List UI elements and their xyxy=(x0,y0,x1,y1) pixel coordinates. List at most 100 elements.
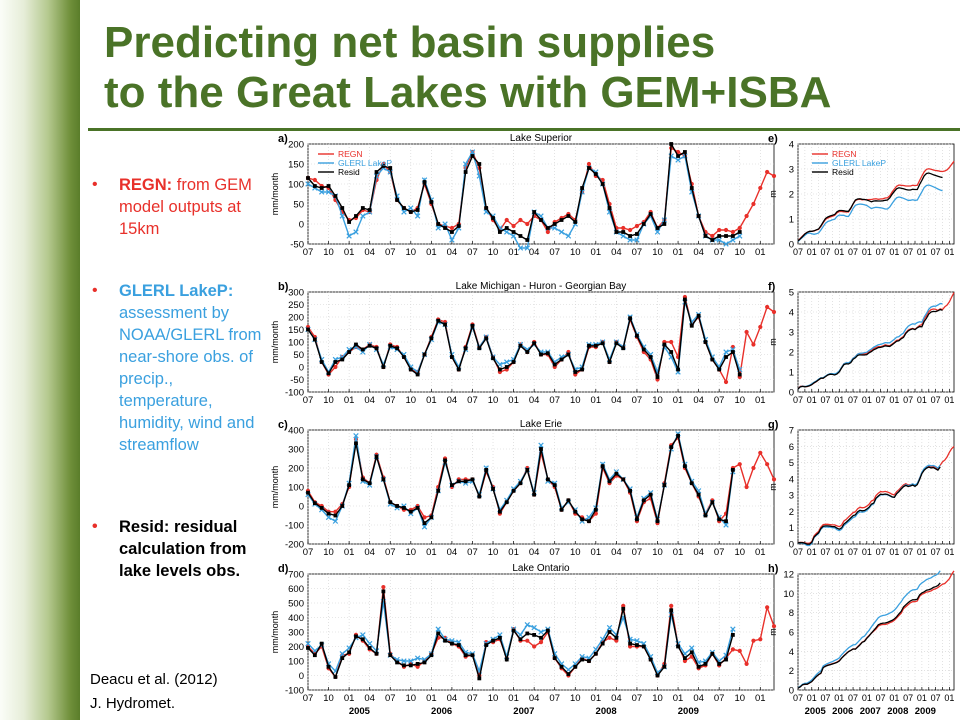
x-tick-label: 07 xyxy=(385,693,396,704)
bullet-dot-icon: • xyxy=(92,282,98,299)
y-axis-label: mm/month xyxy=(270,466,280,509)
x-tick-label: 07 xyxy=(714,547,725,558)
resid-marker xyxy=(559,357,564,362)
resid-marker xyxy=(381,164,386,168)
resid-marker xyxy=(360,206,365,210)
glerl-marker xyxy=(565,233,572,239)
regn-marker xyxy=(525,638,530,643)
x-tick-label: 10 xyxy=(734,247,745,258)
resid-marker xyxy=(374,454,379,459)
y-tick-label: 50 xyxy=(293,200,304,211)
regn-marker xyxy=(525,221,530,227)
panel-label: a) xyxy=(278,133,288,145)
x-tick-label: 04 xyxy=(364,395,375,406)
glerl-marker xyxy=(723,349,729,355)
x-tick-label: 04 xyxy=(447,693,458,704)
year-label: 2008 xyxy=(596,706,617,717)
x-tick-label: 07 xyxy=(714,395,725,406)
y-axis-label: mm/month xyxy=(270,321,280,364)
resid-marker xyxy=(730,350,735,354)
y-tick-label: -100 xyxy=(285,521,304,532)
bullet-resid: • Resid: residual calculation from lake … xyxy=(92,516,267,582)
y-tick-label: 200 xyxy=(288,464,304,475)
regn-marker xyxy=(669,339,674,345)
y-tick-label: 2 xyxy=(789,507,794,518)
resid-marker xyxy=(710,238,715,242)
x-tick-label: 07 xyxy=(632,395,643,406)
x-tick-label: 07 xyxy=(714,247,725,258)
resid-marker xyxy=(326,664,331,669)
resid-marker xyxy=(470,154,475,158)
regn-marker xyxy=(730,647,735,652)
x-tick-label: 07 xyxy=(931,247,941,257)
resid-marker xyxy=(600,182,605,186)
glerl-marker xyxy=(730,626,736,632)
glerl-marker xyxy=(634,237,640,243)
glerl-marker xyxy=(538,629,544,635)
x-tick-label: 01 xyxy=(917,693,927,703)
resid-marker xyxy=(381,477,386,482)
x-tick-label: 01 xyxy=(673,247,684,258)
resid-marker xyxy=(456,224,461,228)
resid-marker xyxy=(312,337,317,342)
resid-marker xyxy=(552,222,557,226)
resid-marker xyxy=(395,660,399,665)
resid-marker xyxy=(532,633,537,637)
resid-marker xyxy=(388,166,393,170)
x-tick-label: 01 xyxy=(862,693,872,703)
year-label: 2006 xyxy=(431,706,452,717)
regn-marker xyxy=(771,477,777,482)
regn-marker xyxy=(449,225,455,231)
resid-marker xyxy=(703,662,708,666)
x-tick-label: 04 xyxy=(693,395,704,406)
x-tick-label: 07 xyxy=(467,547,478,558)
resid-marker xyxy=(614,471,619,476)
panel-title: Lake Ontario xyxy=(512,563,570,574)
resid-marker xyxy=(648,355,653,359)
resid-marker xyxy=(429,515,434,520)
y-tick-label: -100 xyxy=(285,388,304,399)
glerl-marker xyxy=(504,229,510,235)
resid-marker xyxy=(669,142,674,146)
resid-marker xyxy=(641,347,646,352)
resid-marker xyxy=(525,631,530,636)
x-tick-label: 04 xyxy=(693,547,704,558)
glerl-marker xyxy=(551,225,558,231)
resid-marker xyxy=(689,186,694,190)
glerl-marker xyxy=(414,655,421,661)
glerl-marker xyxy=(565,666,572,673)
regn-marker xyxy=(532,644,537,649)
resid-marker xyxy=(354,441,358,446)
resid-marker xyxy=(635,333,639,338)
x-tick-label: 04 xyxy=(529,247,540,258)
sidebar-gradient xyxy=(0,0,80,720)
x-tick-label: 07 xyxy=(303,395,314,406)
y-tick-label: 300 xyxy=(288,445,304,456)
resid-marker xyxy=(436,222,441,226)
glerl-marker xyxy=(524,245,531,251)
x-tick-label: 07 xyxy=(303,547,314,558)
resid-marker xyxy=(648,212,653,216)
x-tick-label: 01 xyxy=(591,547,602,558)
resid-marker xyxy=(422,352,427,357)
x-tick-label: 01 xyxy=(862,547,872,557)
y-tick-label: 8 xyxy=(789,608,794,619)
x-tick-label: 01 xyxy=(673,395,684,406)
glerl-marker xyxy=(504,359,510,365)
x-tick-label: 04 xyxy=(364,247,375,258)
x-tick-label: 01 xyxy=(673,547,684,558)
y-tick-label: 0 xyxy=(789,540,794,551)
glerl-marker xyxy=(469,149,476,155)
resid-marker xyxy=(415,208,420,212)
x-tick-label: 01 xyxy=(862,395,872,405)
resid-marker xyxy=(730,633,735,637)
resid-marker xyxy=(669,350,674,354)
resid-marker xyxy=(593,172,598,176)
glerl-marker xyxy=(401,658,407,664)
x-tick-label: 01 xyxy=(807,395,817,405)
x-tick-label: 07 xyxy=(848,247,858,257)
resid-marker xyxy=(333,675,338,679)
x-tick-label: 04 xyxy=(611,395,622,406)
resid-marker xyxy=(717,367,722,372)
resid-marker xyxy=(518,234,523,238)
